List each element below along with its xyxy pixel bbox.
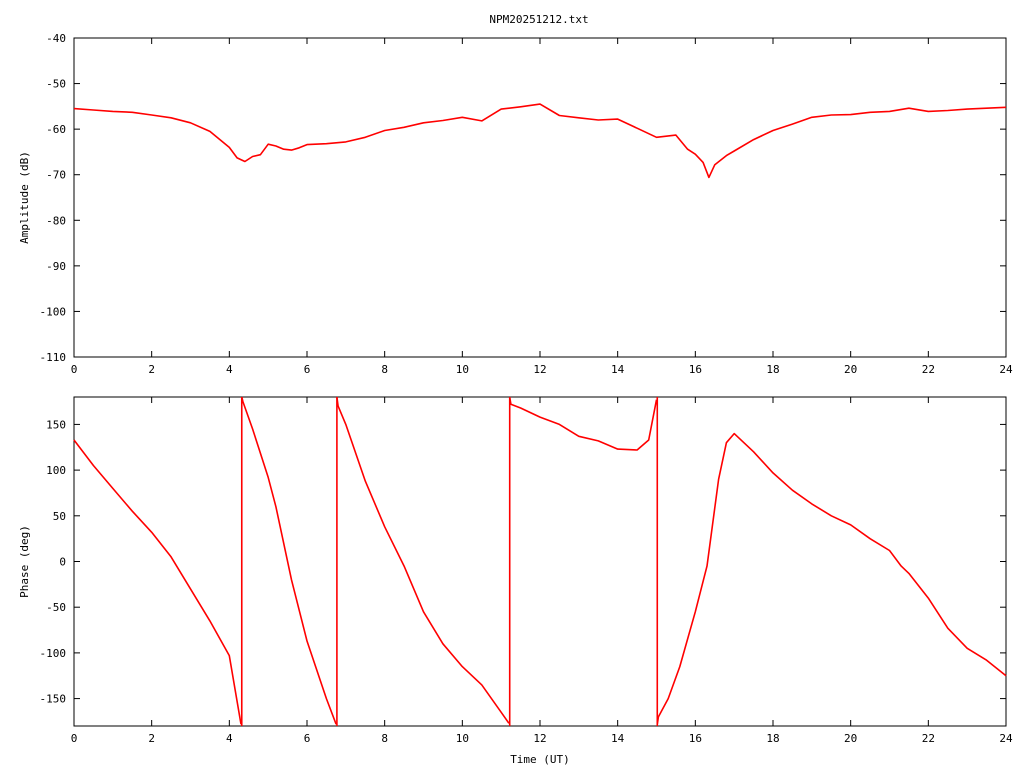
x-tick-label: 20 [844,732,857,745]
x-tick-label: 12 [533,363,546,376]
y-tick-label: 50 [53,510,66,523]
x-tick-label: 22 [922,732,935,745]
x-tick-label: 4 [226,363,233,376]
phase-panel: 0 2 4 6 8 10 12 14 16 18 20 22 24150100500-50-100-15… [18,396,1013,766]
x-tick-label: 6 [304,363,311,376]
y-tick-label: -40 [46,32,66,45]
series-line [336,396,510,724]
x-tick-label: 16 [689,363,702,376]
x-tick-label: 2 [148,732,155,745]
x-tick-label: 18 [766,363,779,376]
y-axis-title: Phase (deg) [18,525,31,598]
x-tick-label: 8 [381,732,388,745]
y-tick-label: -80 [46,214,66,227]
series-line [241,396,337,725]
series-line [656,432,1007,725]
series-line [73,439,242,725]
x-axis-title: Time (UT) [510,753,570,766]
x-tick-label: 0 [71,732,78,745]
y-tick-label: -100 [40,305,67,318]
y-tick-label: -60 [46,123,66,136]
y-tick-label: -110 [40,351,67,364]
x-tick-label: 24 [999,732,1013,745]
series-line [508,396,658,451]
x-tick-label: 2 [148,363,155,376]
y-tick-label: -150 [40,693,67,706]
y-tick-label: -70 [46,169,66,182]
y-tick-label: -100 [40,647,67,660]
y-tick-label: 100 [46,464,66,477]
x-tick-label: 24 [999,363,1013,376]
x-tick-label: 18 [766,732,779,745]
y-tick-label: 0 [59,556,66,569]
y-axis-title: Amplitude (dB) [18,151,31,244]
amplitude-panel: 0 2 4 6 8 10 12 14 16 18 20 22 24-40-50-60-70-80-90-… [18,32,1013,376]
series-line [73,103,1007,179]
y-tick-label: -50 [46,78,66,91]
x-tick-label: 4 [226,732,233,745]
x-tick-label: 12 [533,732,546,745]
x-tick-label: 6 [304,732,311,745]
chart-title: NPM20251212.txt [489,13,588,26]
x-tick-label: 22 [922,363,935,376]
x-tick-label: 14 [611,363,625,376]
x-tick-label: 8 [381,363,388,376]
plot-frame [73,396,1007,727]
y-tick-label: 150 [46,418,66,431]
y-tick-label: -50 [46,601,66,614]
plot-frame [73,37,1007,358]
y-tick-label: -90 [46,260,66,273]
x-tick-label: 10 [456,363,469,376]
x-tick-label: 14 [611,732,625,745]
x-tick-label: 20 [844,363,857,376]
x-tick-label: 10 [456,732,469,745]
x-tick-label: 16 [689,732,702,745]
x-tick-label: 0 [71,363,78,376]
